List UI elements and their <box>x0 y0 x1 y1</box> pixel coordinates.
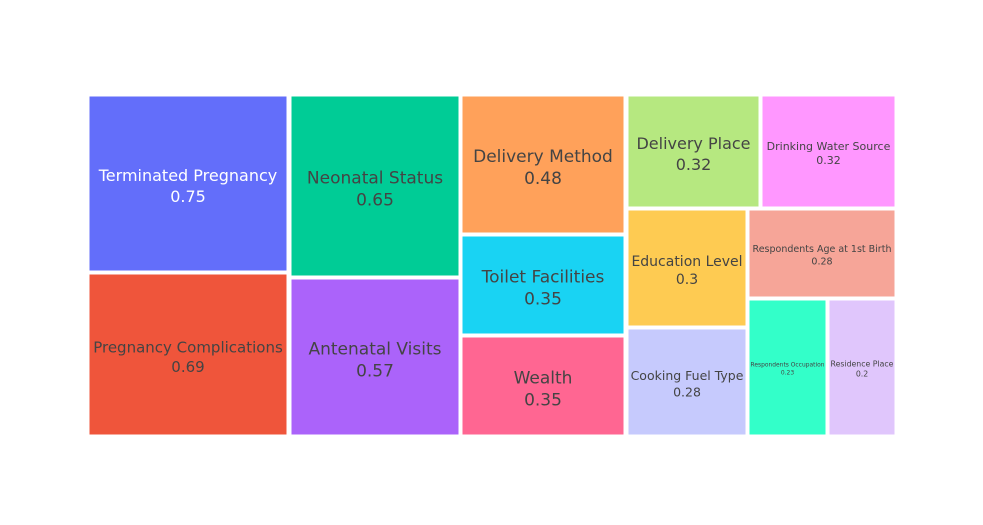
treemap-tile-rect[interactable] <box>749 300 826 435</box>
treemap-tile-rect[interactable] <box>462 96 624 233</box>
treemap-tile-rect[interactable] <box>628 96 759 207</box>
treemap-tile-rect[interactable] <box>89 274 287 435</box>
treemap-tile-label: Respondents Age at 1st Birth <box>753 244 892 255</box>
treemap-tile-label: Respondents Occupation <box>750 362 824 369</box>
treemap-tile-label: Delivery Place <box>636 134 750 153</box>
treemap-tile-value: 0.28 <box>811 256 832 267</box>
treemap-tile[interactable]: Toilet Facilities 0.35 <box>462 236 624 334</box>
treemap-tile-label: Wealth <box>514 368 573 388</box>
treemap-tile-label: Toilet Facilities <box>481 267 605 287</box>
treemap-tile[interactable]: Pregnancy Complications 0.69 <box>89 274 287 435</box>
treemap-tile-label: Cooking Fuel Type <box>631 368 744 383</box>
treemap-tile-rect[interactable] <box>462 236 624 334</box>
treemap-tile-label: Antenatal Visits <box>308 339 441 359</box>
treemap-tile[interactable]: Terminated Pregnancy 0.75 <box>89 96 287 271</box>
treemap-tile-rect[interactable] <box>762 96 895 207</box>
treemap-tile-label: Residence Place <box>831 359 894 368</box>
treemap-tile-rect[interactable] <box>628 210 746 326</box>
treemap-tile-rect[interactable] <box>628 329 746 435</box>
treemap-tile-rect[interactable] <box>89 96 287 271</box>
treemap-tile-value: 0.32 <box>816 154 841 167</box>
treemap-tile-rect[interactable] <box>749 210 895 297</box>
treemap-tile-label: Pregnancy Complications <box>93 338 283 356</box>
treemap-tile-rect[interactable] <box>462 337 624 435</box>
treemap-tile-label: Terminated Pregnancy <box>98 166 277 185</box>
treemap-tile[interactable]: Antenatal Visits 0.57 <box>291 279 459 435</box>
treemap-tile-rect[interactable] <box>291 279 459 435</box>
treemap-tile-value: 0.75 <box>170 187 206 206</box>
treemap-tile-label: Delivery Method <box>473 147 613 167</box>
treemap-tile-value: 0.65 <box>356 191 394 211</box>
treemap-tile-label: Education Level <box>631 254 742 270</box>
treemap-tile-label: Drinking Water Source <box>767 140 891 153</box>
treemap-tile-value: 0.35 <box>524 391 562 411</box>
treemap-tile-value: 0.32 <box>676 155 712 174</box>
treemap-tile-value: 0.48 <box>524 169 562 189</box>
treemap-tile[interactable]: Neonatal Status 0.65 <box>291 96 459 276</box>
treemap-tile-value: 0.69 <box>171 358 204 376</box>
treemap-tile[interactable]: Wealth 0.35 <box>462 337 624 435</box>
treemap-tile-value: 0.23 <box>781 369 794 376</box>
treemap-tile[interactable]: Education Level 0.3 <box>628 210 746 326</box>
treemap-tile-value: 0.3 <box>676 272 698 288</box>
treemap-tile-rect[interactable] <box>291 96 459 276</box>
treemap-tile[interactable]: Delivery Place 0.32 <box>628 96 759 207</box>
treemap-tile-value: 0.57 <box>356 362 394 382</box>
treemap-tile-label: Neonatal Status <box>307 168 443 188</box>
treemap-tile-value: 0.28 <box>673 384 701 399</box>
treemap-tile-value: 0.35 <box>524 290 562 310</box>
treemap-tile-rect[interactable] <box>829 300 895 435</box>
treemap-tile-value: 0.2 <box>856 369 868 378</box>
